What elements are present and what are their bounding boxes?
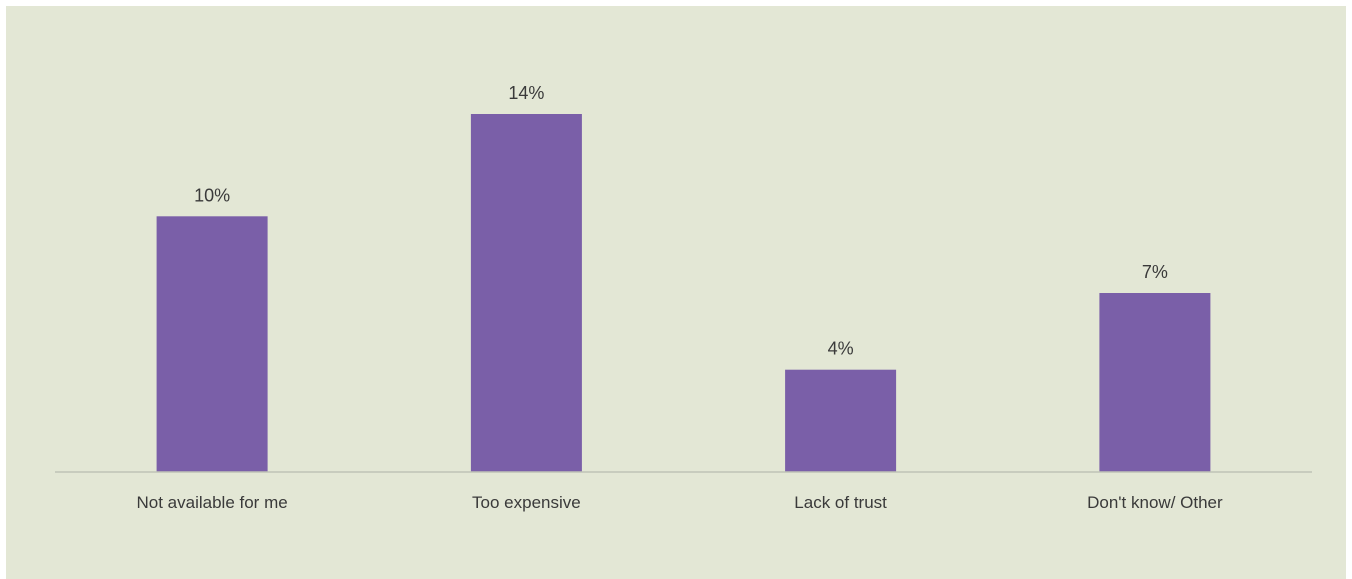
data-label-too-expensive: 14% [508, 83, 544, 103]
data-label-lack-of-trust: 4% [828, 339, 854, 359]
category-label-don-t-know-other: Don't know/ Other [1087, 493, 1223, 512]
bar-chart: 10% Not available for me 14% Too expensive 4… [55, 83, 1312, 512]
chart-background: 10% Not available for me 14% Too expensive 4… [6, 6, 1346, 579]
category-label-lack-of-trust: Lack of trust [794, 493, 887, 512]
labels-group: 10% Not available for me 14% Too expensive 4… [137, 83, 1223, 512]
bar-don-t-know-other [1099, 293, 1211, 472]
bar-too-expensive [470, 114, 582, 472]
data-label-don-t-know-other: 7% [1142, 262, 1168, 282]
bar-not-available-for-me [156, 216, 268, 472]
category-label-not-available-for-me: Not available for me [137, 493, 288, 512]
data-label-not-available-for-me: 10% [194, 185, 230, 205]
bar-lack-of-trust [785, 369, 897, 472]
category-label-too-expensive: Too expensive [472, 493, 581, 512]
bars-group [156, 114, 1211, 472]
